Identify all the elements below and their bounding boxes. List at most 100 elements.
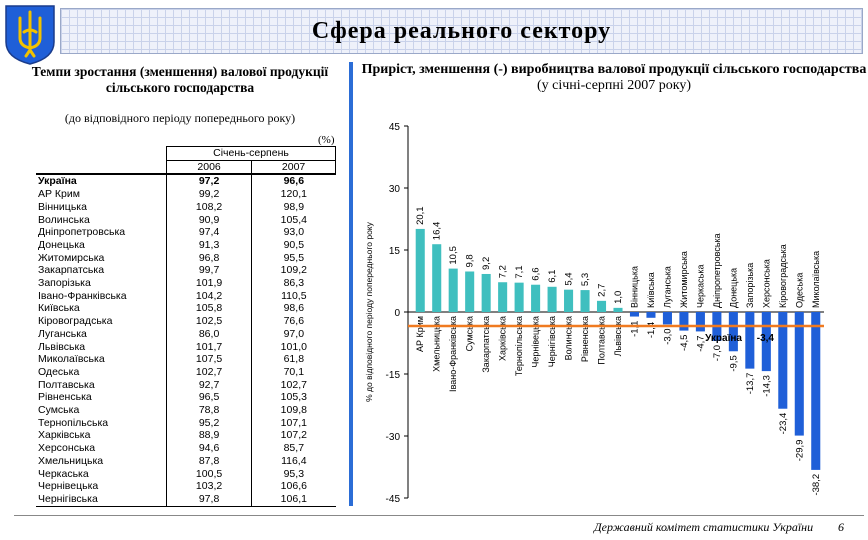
table-row: Дніпропетровська 97,4 93,0	[36, 226, 336, 239]
region-name: Дніпропетровська	[38, 226, 126, 239]
bar-value-label: -38,2	[811, 474, 822, 496]
value-2006: 101,9	[165, 277, 252, 290]
value-2006: 95,2	[165, 416, 252, 430]
value-2007: 116,4	[251, 454, 336, 468]
bar	[481, 273, 491, 312]
y-tick-label: -45	[386, 494, 401, 505]
value-2007: 106,6	[251, 480, 336, 493]
value-2006: 96,8	[165, 251, 252, 265]
value-2006: 92,7	[165, 378, 252, 392]
y-tick-label: -15	[386, 370, 401, 381]
category-label: Чернівецька	[531, 316, 541, 368]
table-row: Запорізька 101,9 86,3	[36, 277, 336, 290]
category-label: Хмельницька	[432, 316, 442, 372]
region-name: Україна	[36, 173, 167, 189]
value-2007: 98,9	[251, 200, 336, 214]
region-name: Сумська	[38, 404, 80, 417]
bar-value-label: 9,2	[481, 257, 492, 270]
region-name: Харківська	[38, 429, 91, 442]
table-row: Полтавська 92,7 102,7	[36, 378, 336, 392]
value-2006: 105,8	[165, 302, 252, 316]
table-row: Волинська 90,9 105,4	[36, 213, 336, 227]
bar	[695, 312, 705, 332]
bar	[794, 312, 804, 436]
value-2006: 97,4	[165, 226, 252, 239]
bar	[531, 284, 541, 312]
category-label: Чернігівська	[547, 316, 557, 367]
value-2007: 61,8	[251, 353, 336, 366]
value-2007: 105,4	[251, 213, 336, 227]
year-2006-header: 2006	[165, 159, 253, 175]
header-title-bar: Сфера реального сектору	[60, 8, 863, 54]
value-2006: 90,9	[165, 213, 252, 227]
bar	[646, 312, 656, 318]
value-2007: 106,1	[251, 492, 336, 507]
bar	[745, 312, 755, 369]
table-row: Львівська 101,7 101,0	[36, 340, 336, 354]
bar-value-label: -23,4	[778, 413, 789, 435]
category-label: Миколаївська	[811, 251, 821, 308]
bar	[629, 312, 640, 317]
value-2007: 107,1	[251, 416, 336, 430]
table-corner	[36, 147, 167, 175]
table-row: Чернігівська 97,8 106,1	[36, 492, 336, 507]
value-2006: 100,5	[165, 467, 252, 481]
value-2007: 101,0	[251, 340, 336, 354]
region-name: Рівненська	[38, 391, 92, 404]
y-tick-label: -30	[386, 432, 401, 443]
category-label: АР Крим	[415, 316, 425, 352]
table-row: Харківська 88,9 107,2	[36, 429, 336, 443]
table-row: Черкаська 100,5 95,3	[36, 467, 336, 481]
page-number: 6	[838, 520, 844, 534]
value-2006: 94,6	[165, 442, 252, 455]
region-name: Черкаська	[38, 467, 89, 480]
table-row: Хмельницька 87,8 116,4	[36, 454, 336, 468]
value-2006: 86,0	[165, 327, 252, 341]
region-name: Київська	[38, 302, 80, 315]
value-2006: 99,7	[165, 264, 252, 278]
bar	[778, 312, 788, 409]
region-name: АР Крим	[38, 188, 80, 201]
table-body: Україна 97,2 96,6 АР Крим 99,2 120,1 Вінницька…	[36, 173, 336, 507]
category-label: Полтавська	[597, 316, 607, 365]
bar	[514, 282, 524, 312]
value-2007: 102,7	[251, 378, 336, 392]
bar-value-label: 7,1	[514, 265, 525, 278]
table-units: (%)	[318, 134, 335, 146]
value-2006: 78,8	[165, 404, 252, 417]
value-2007: 109,2	[251, 264, 336, 278]
value-2006: 88,9	[165, 429, 252, 443]
value-2007: 86,3	[251, 277, 336, 290]
value-2007: 98,6	[251, 302, 336, 316]
category-label: Сумська	[465, 316, 475, 351]
value-2006: 97,8	[165, 492, 252, 507]
bar	[596, 300, 607, 312]
value-2006: 103,2	[165, 480, 252, 493]
value-2007: 105,3	[251, 391, 336, 405]
regions-table: Січень-серпень 2006 2007 Україна 97,2 96,6…	[36, 146, 336, 507]
bar-value-label: 16,4	[432, 222, 443, 241]
category-label: Київська	[646, 272, 656, 308]
bar-value-label: 1,0	[613, 291, 624, 304]
table-row: АР Крим 99,2 120,1	[36, 188, 336, 201]
page-title: Сфера реального сектору	[311, 17, 612, 44]
value-2006: 96,5	[165, 391, 252, 405]
region-name: Вінницька	[38, 200, 87, 213]
table-row: Чернівецька 103,2 106,6	[36, 480, 336, 493]
table-row: Рівненська 96,5 105,3	[36, 391, 336, 405]
region-name: Одеська	[38, 365, 80, 378]
region-name: Львівська	[38, 340, 86, 353]
bar-value-label: -14,3	[761, 375, 772, 397]
value-2007: 70,1	[251, 365, 336, 379]
region-name: Луганська	[38, 327, 87, 340]
bar-value-label: -4,7	[695, 335, 706, 351]
bar	[432, 244, 442, 312]
bar	[465, 271, 475, 312]
category-label: Кіровоградська	[778, 244, 788, 308]
table-row: Кіровоградська 102,5 76,6	[36, 315, 336, 328]
bar-value-label: 6,6	[531, 268, 542, 281]
value-2006: 87,8	[165, 454, 252, 468]
category-label: Луганська	[662, 266, 672, 308]
bar	[679, 312, 689, 331]
value-2007: 109,8	[251, 404, 336, 417]
